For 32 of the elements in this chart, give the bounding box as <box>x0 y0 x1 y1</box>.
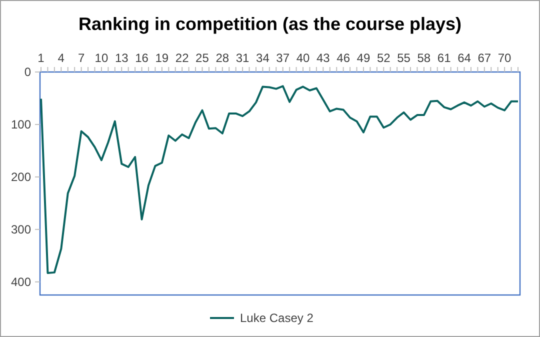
y-tick-label: 300 <box>10 222 32 236</box>
x-tick-label: 19 <box>155 51 169 65</box>
x-tick-label: 64 <box>458 51 472 65</box>
x-tick-label: 7 <box>78 51 85 65</box>
x-tick-label: 31 <box>236 51 250 65</box>
x-tick-label: 70 <box>498 51 512 65</box>
x-tick-label: 52 <box>376 51 391 65</box>
line-series <box>40 85 519 274</box>
y-tick-label: 200 <box>10 170 32 184</box>
x-tick-label: 40 <box>296 51 310 65</box>
x-tick-label: 25 <box>196 51 210 65</box>
x-tick-label: 55 <box>397 51 411 65</box>
x-tick-label: 1 <box>38 51 45 65</box>
x-tick-label: 61 <box>437 51 452 65</box>
x-tick-label: 67 <box>478 51 492 65</box>
x-tick-label: 4 <box>58 51 65 65</box>
x-tick-label: 13 <box>114 51 129 65</box>
x-tick-label: 16 <box>135 51 149 65</box>
chart-title: Ranking in competition (as the course plays) <box>78 14 462 34</box>
y-tick-label: 100 <box>10 117 32 132</box>
x-tick-label: 43 <box>316 51 330 65</box>
x-tick-label: 58 <box>417 51 431 65</box>
x-tick-label: 22 <box>175 51 190 65</box>
x-tick-label: 46 <box>336 51 350 65</box>
y-tick-label: 400 <box>10 274 32 289</box>
x-tick-label: 37 <box>276 51 290 65</box>
y-tick-label: 0 <box>24 65 32 79</box>
legend-label: Luke Casey 2 <box>240 311 314 325</box>
x-tick-label: 28 <box>216 51 230 65</box>
x-tick-label: 10 <box>94 51 108 65</box>
x-tick-label: 34 <box>256 51 270 65</box>
x-tick-label: 49 <box>356 51 370 65</box>
